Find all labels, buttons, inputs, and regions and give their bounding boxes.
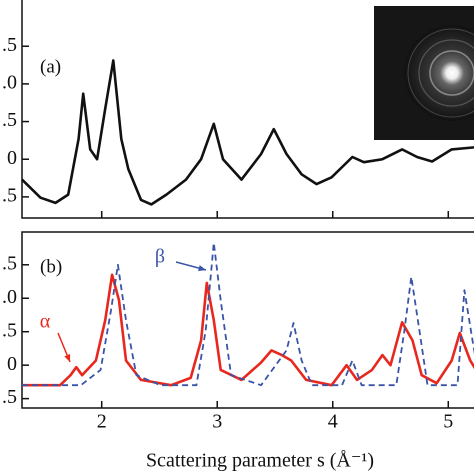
- y-tick-label: .5: [2, 34, 17, 56]
- data-line: [22, 241, 474, 387]
- x-tick-label: 5: [443, 411, 453, 433]
- y-tick-label: .5: [2, 184, 17, 206]
- diffraction-inset: [374, 6, 474, 140]
- data-line: [22, 273, 474, 387]
- x-axis-label: Scattering parameter s (Å⁻¹): [146, 450, 374, 472]
- y-tick-label: .0: [2, 286, 17, 308]
- x-tick-label: 4: [328, 411, 338, 433]
- plot-frame: [21, 231, 474, 409]
- x-tick-label: 3: [212, 411, 222, 433]
- y-tick-label: .5: [2, 109, 17, 131]
- arrow-head: [64, 354, 71, 362]
- y-tick-label: .5: [2, 386, 17, 408]
- panel-label: (b): [40, 256, 62, 277]
- y-tick-label: .5: [2, 252, 17, 274]
- arrow-head: [198, 265, 206, 272]
- plot-frame: [21, 0, 474, 219]
- y-tick-label: .0: [2, 71, 17, 93]
- y-tick-label: .5: [2, 319, 17, 341]
- panel-label: (a): [40, 56, 61, 77]
- x-tick-label: 2: [97, 411, 107, 433]
- y-tick-label: 0: [7, 147, 17, 169]
- data-line: [21, 59, 474, 206]
- series-label: α: [40, 311, 51, 333]
- y-tick-label: 0: [7, 353, 17, 375]
- series-label: β: [155, 246, 165, 268]
